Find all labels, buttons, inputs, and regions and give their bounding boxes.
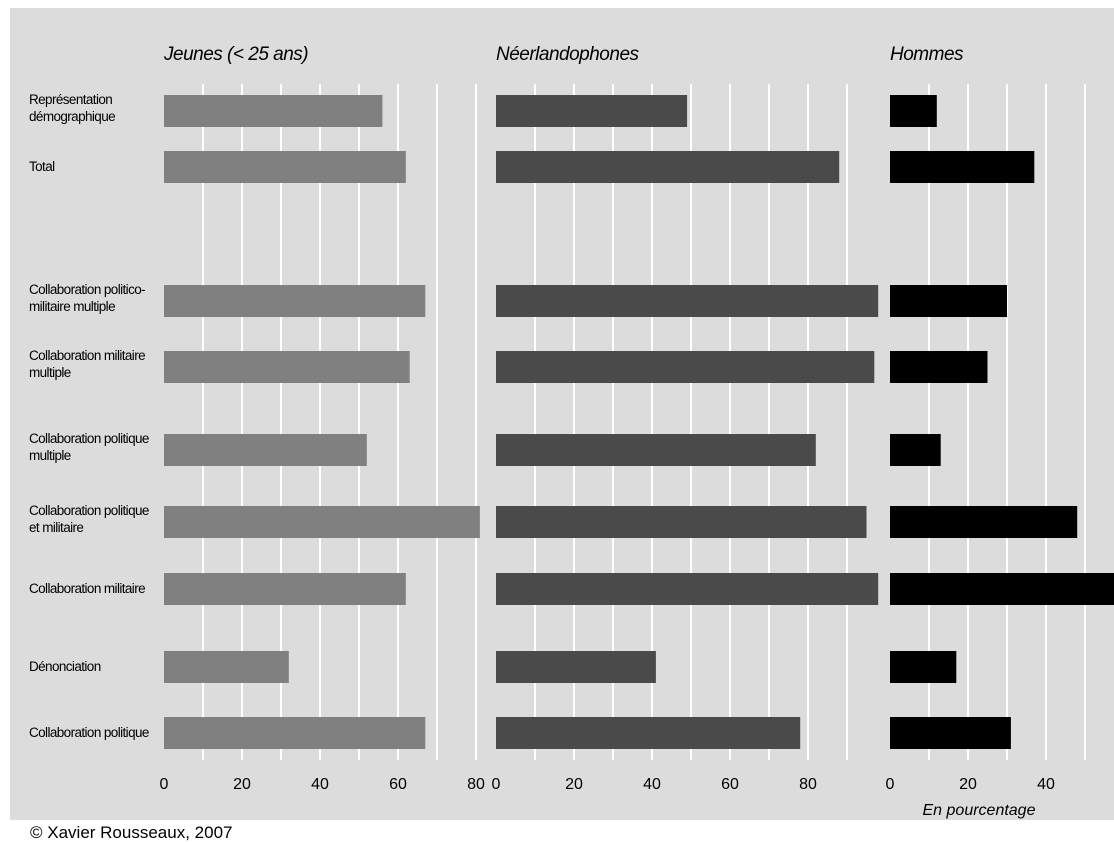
bar [164,573,406,605]
category-label-line: Collaboration politique [29,725,149,740]
unit-label: En pourcentage [923,802,1036,819]
bar [890,434,941,466]
category-label: Total [29,159,55,174]
bar [164,506,480,538]
category-label-line: démographique [29,109,115,124]
bar [164,95,383,127]
tick-label: 40 [311,776,329,793]
tick-label: 80 [799,776,817,793]
bars [164,95,1114,749]
bar [496,651,656,683]
category-label-line: multiple [29,448,71,463]
category-label: Représentation démographique [29,92,115,124]
bar [890,573,1114,605]
category-label-line: militaire multiple [29,299,115,314]
bar [890,506,1078,538]
bar [496,717,801,749]
bar [164,651,289,683]
bar [496,351,875,383]
bar [496,573,879,605]
tick-label: 40 [643,776,661,793]
category-label: Collaboration militaire multiple [29,348,145,380]
category-label-line: Collaboration militaire [29,581,145,596]
category-label: Collaboration politique et militaire [29,503,149,535]
tick-label: 40 [1037,776,1055,793]
bar [164,285,426,317]
category-label: Collaboration militaire [29,581,145,596]
panel-title: Hommes [890,44,964,65]
category-label: Collaboration politique [29,725,149,740]
panel-titles: Jeunes (< 25 ans) Néerlandophones Hommes [163,44,965,65]
plot-background [10,8,1114,820]
bar [496,285,879,317]
bar [164,717,426,749]
tick-label: 0 [492,776,501,793]
category-label: Collaboration politico-militaire multipl… [29,282,145,314]
bar [890,95,937,127]
bar [164,151,406,183]
bar [164,351,410,383]
category-label-line: Représentation [29,92,112,107]
bar [890,285,1007,317]
category-label: Dénonciation [29,659,101,674]
category-label-line: Collaboration politique [29,431,149,446]
panel-title: Néerlandophones [496,44,640,65]
tick-label: 20 [565,776,583,793]
category-label-line: Dénonciation [29,659,101,674]
category-labels: Représentation démographique Total Collabor… [29,92,149,740]
bar [890,651,957,683]
grid-lines [202,84,1086,760]
bar [164,434,367,466]
category-label-line: Total [29,159,55,174]
tick-label: 60 [721,776,739,793]
tick-labels: 0 20 40 60 80 0 20 40 60 80 0 20 40 [160,776,1055,793]
bar [496,434,816,466]
credit-label: © Xavier Rousseaux, 2007 [30,823,232,842]
tick-label: 80 [467,776,485,793]
tick-label: 20 [959,776,977,793]
category-label: Collaboration politique multiple [29,431,149,463]
category-label-line: Collaboration militaire [29,348,145,363]
bar [890,351,988,383]
tick-label: 60 [389,776,407,793]
tick-label: 0 [160,776,169,793]
category-label-line: et militaire [29,520,83,535]
bar [496,95,688,127]
bar [890,717,1011,749]
panel-title: Jeunes (< 25 ans) [163,44,308,65]
category-label-line: Collaboration politique [29,503,149,518]
tick-label: 0 [886,776,895,793]
bar [496,151,840,183]
category-label-line: multiple [29,365,71,380]
category-label-line: Collaboration politico- [29,282,145,297]
bar [890,151,1035,183]
bar [496,506,867,538]
tick-label: 20 [233,776,251,793]
